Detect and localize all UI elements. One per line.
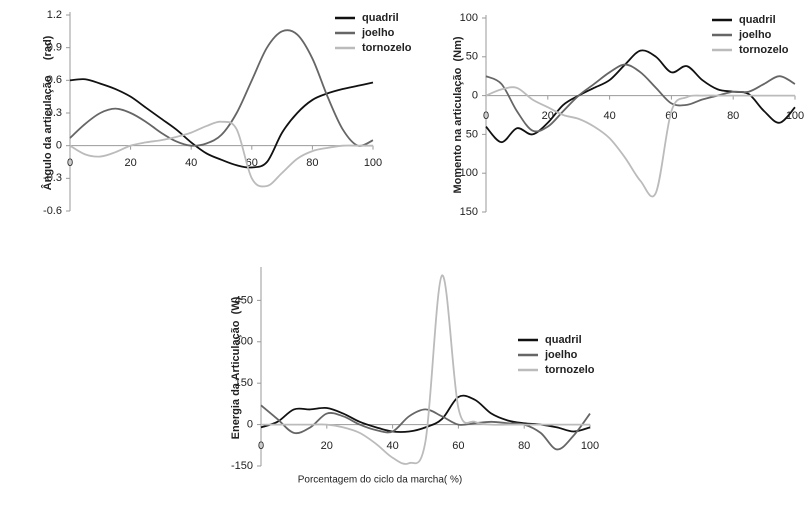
series-line [69, 78, 374, 169]
y-tick-label: 1.2 [47, 9, 62, 21]
legend-label: quadril [739, 14, 776, 26]
y-tick-label: 50 [466, 128, 478, 140]
x-tick-label: 60 [452, 440, 464, 452]
series-line [260, 404, 591, 451]
y-tick-label: 0.6 [47, 74, 62, 86]
y-tick-label: 0.3 [47, 107, 62, 119]
x-tick-label: 80 [518, 440, 530, 452]
legend-label: joelho [544, 349, 578, 361]
x-tick-label: 80 [306, 157, 318, 169]
y-axis-label: Ângulo da articulação (rad) [41, 35, 54, 190]
x-tick-label: 20 [321, 440, 333, 452]
x-tick-label: 40 [386, 440, 398, 452]
x-tick-label: 40 [185, 157, 197, 169]
x-tick-label: 0 [483, 110, 489, 122]
x-tick-label: 60 [665, 110, 677, 122]
x-tick-label: 60 [246, 157, 258, 169]
legend-label: tornozelo [545, 364, 595, 376]
x-tick-label: 80 [727, 110, 739, 122]
x-tick-label: 0 [67, 157, 73, 169]
series-line [261, 274, 590, 465]
chart: 450 300 150 0 -150 0 20 40 60 80 100 Energia da Art… [230, 267, 599, 486]
x-tick-label: 100 [581, 440, 599, 452]
legend-label: tornozelo [362, 42, 412, 54]
legend-label: joelho [361, 27, 395, 39]
y-tick-label: 100 [460, 167, 478, 179]
series-line [69, 120, 373, 188]
y-tick-label: 450 [235, 294, 253, 306]
x-tick-label: 40 [603, 110, 615, 122]
series-line [485, 63, 796, 133]
y-tick-label: 0 [56, 140, 62, 152]
y-tick-label: -0.3 [43, 172, 62, 184]
chart: 1.2 0.9 0.6 0.3 0 -0.3 -0.6 0 20 40 60 80 100 Ângulo … [41, 9, 412, 217]
x-tick-label: 0 [258, 440, 264, 452]
legend-label: joelho [738, 29, 772, 41]
y-axis-label: Momento na articulação (Nm) [452, 36, 464, 193]
y-tick-label: -150 [231, 460, 253, 472]
legend-label: quadril [362, 12, 399, 24]
y-tick-label: 150 [460, 206, 478, 218]
series-line [69, 29, 374, 147]
y-tick-label: 50 [466, 51, 478, 63]
y-tick-label: 0.9 [47, 42, 62, 54]
y-tick-label: 0 [472, 90, 478, 102]
y-tick-label: 150 [235, 377, 253, 389]
y-tick-label: 0 [247, 418, 253, 430]
y-tick-label: -0.6 [43, 205, 62, 217]
x-tick-label: 20 [124, 157, 136, 169]
legend-label: tornozelo [739, 44, 789, 56]
legend-label: quadril [545, 334, 582, 346]
y-tick-label: 100 [460, 12, 478, 24]
series-line [485, 86, 795, 198]
x-tick-label: 20 [542, 110, 554, 122]
x-tick-label: 100 [364, 157, 382, 169]
y-axis-label: Energia da Articulação (W) [230, 296, 242, 439]
x-axis-label: Porcentagem do ciclo da marcha( %) [298, 475, 463, 486]
y-tick-label: 300 [235, 336, 253, 348]
